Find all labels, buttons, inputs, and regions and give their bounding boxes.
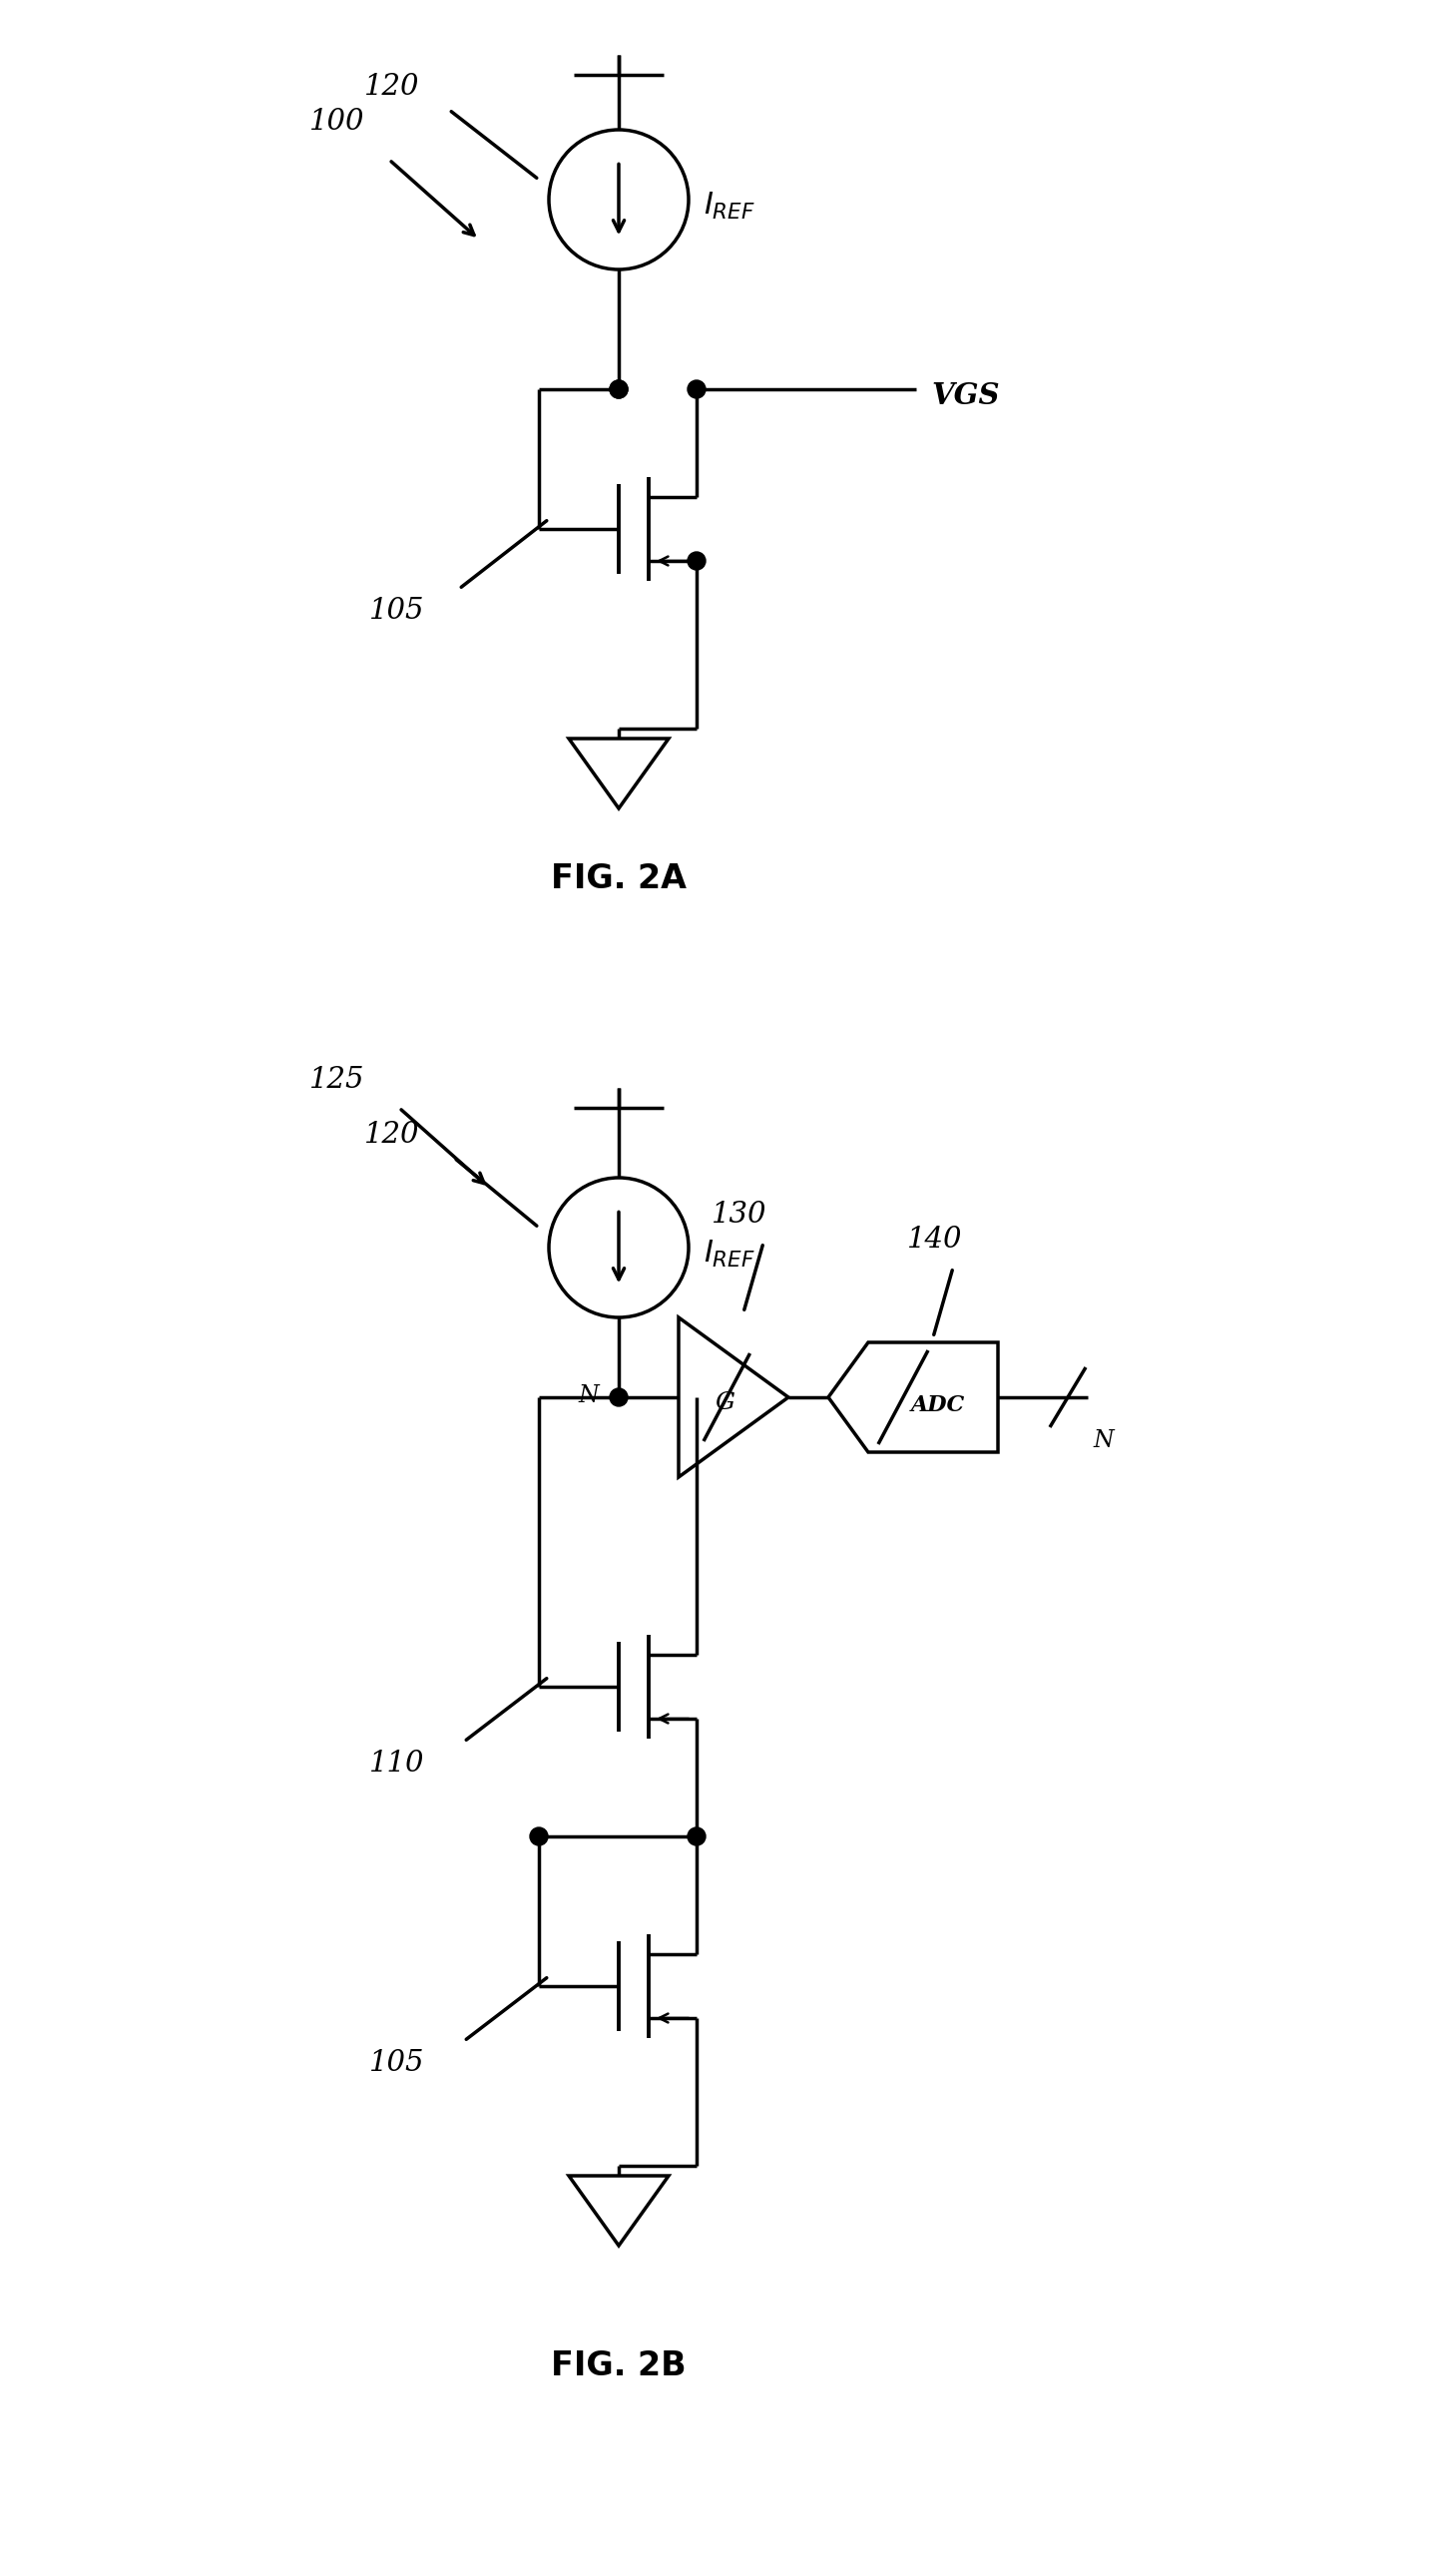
Circle shape xyxy=(687,553,706,571)
Text: 140: 140 xyxy=(907,1226,962,1254)
Text: $I_{REF}$: $I_{REF}$ xyxy=(703,1239,756,1270)
Text: FIG. 2A: FIG. 2A xyxy=(550,864,687,894)
Text: G: G xyxy=(715,1390,735,1414)
Text: $I_{REF}$: $I_{REF}$ xyxy=(703,190,756,221)
Circle shape xyxy=(687,380,706,398)
Text: ADC: ADC xyxy=(911,1396,965,1416)
Text: 120: 120 xyxy=(364,1121,419,1149)
Text: 105: 105 xyxy=(370,596,425,625)
Circle shape xyxy=(610,380,628,398)
Circle shape xyxy=(530,1827,547,1845)
Text: 110: 110 xyxy=(370,1750,425,1778)
Circle shape xyxy=(610,1388,628,1406)
Text: 100: 100 xyxy=(309,108,365,136)
Circle shape xyxy=(610,380,628,398)
Text: 130: 130 xyxy=(712,1200,767,1228)
Text: 125: 125 xyxy=(309,1067,365,1095)
Text: N: N xyxy=(578,1385,598,1408)
Text: 120: 120 xyxy=(364,72,419,100)
Text: FIG. 2B: FIG. 2B xyxy=(550,2349,686,2382)
Text: N: N xyxy=(1093,1429,1114,1452)
Text: VGS: VGS xyxy=(930,380,999,411)
Circle shape xyxy=(687,1827,706,1845)
Text: 105: 105 xyxy=(370,2048,425,2077)
